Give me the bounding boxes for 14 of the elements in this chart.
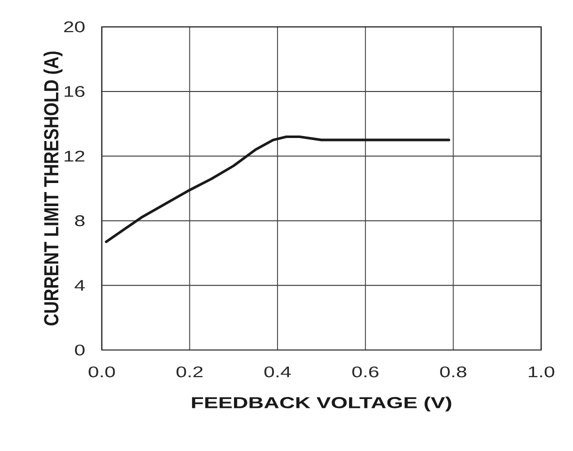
x-tick-label: 0.6 bbox=[352, 366, 378, 378]
y-tick-label: 12 bbox=[64, 150, 84, 162]
x-tick-label: 0.8 bbox=[440, 366, 466, 378]
x-axis-title: FEEDBACK VOLTAGE (V) bbox=[192, 396, 452, 412]
y-tick-label: 8 bbox=[75, 215, 84, 226]
x-tick-label: 0.2 bbox=[176, 366, 203, 378]
x-tick-label: 0.4 bbox=[264, 366, 291, 378]
x-tick-label: 0.0 bbox=[88, 366, 115, 378]
x-tick-label: 1.0 bbox=[528, 366, 554, 378]
y-tick-label: 16 bbox=[64, 86, 84, 98]
y-tick-label: 4 bbox=[74, 280, 85, 291]
y-tick-label: 20 bbox=[64, 22, 85, 32]
y-tick-label: 0 bbox=[75, 344, 85, 356]
y-axis-title: CURRENT LIMIT THRESHOLD (A) bbox=[44, 52, 62, 326]
